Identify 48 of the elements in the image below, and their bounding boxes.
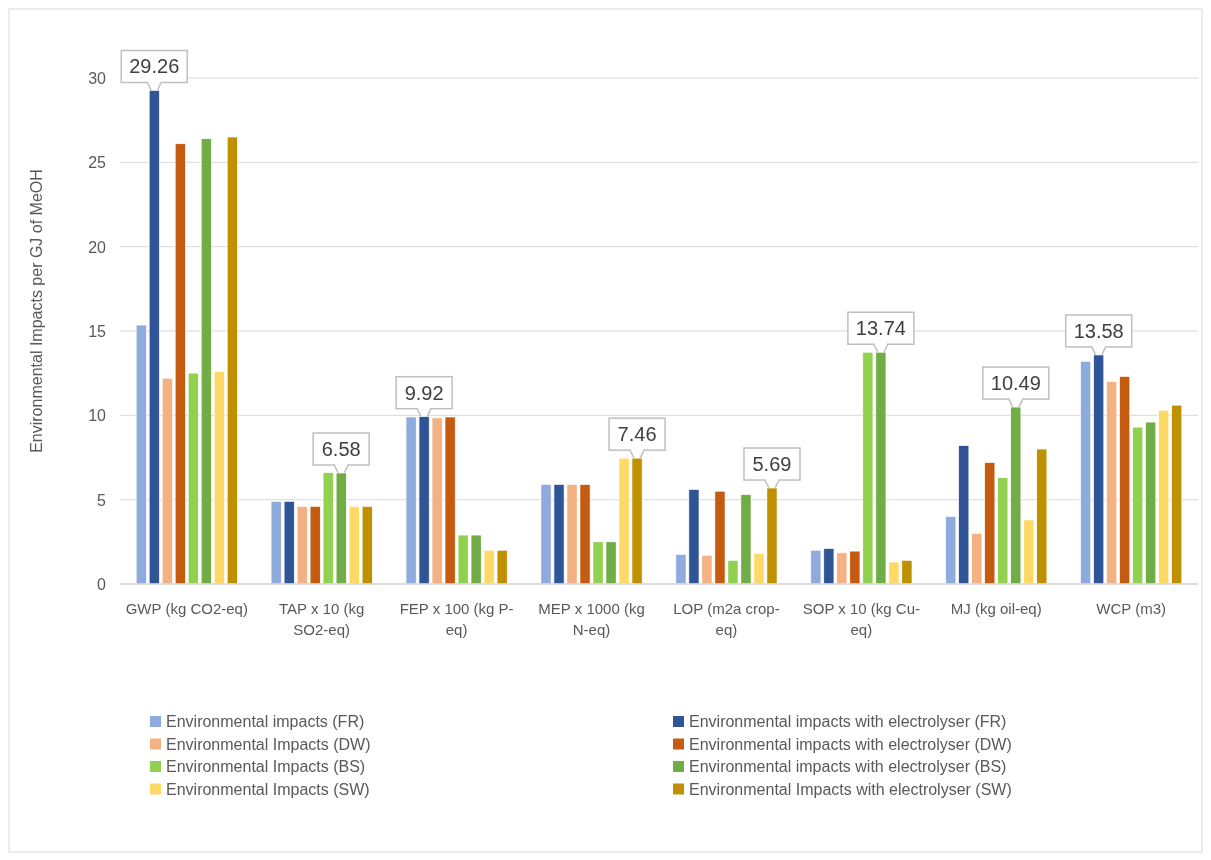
x-tick-label: FEP x 100 (kg P-eq) (399, 600, 514, 638)
x-tick-label: WCP (m3) (1096, 600, 1167, 617)
legend-label: Environmental impacts with electrolyser (DW) (689, 735, 1012, 753)
legend-label: Environmental Impacts with electrolyser (SW) (689, 780, 1012, 798)
bar (1145, 421, 1157, 585)
y-tick-label: 5 (97, 491, 107, 509)
y-tick-label: 15 (88, 323, 107, 340)
y-axis-title: Environmental Impacts per GJ of MeOH (28, 169, 45, 453)
legend-label: Environmental impacts with electrolyser (FR) (689, 713, 1007, 730)
text: 29.26 (129, 55, 180, 78)
bar (1080, 361, 1092, 585)
annotation: 10.49 (990, 372, 1041, 395)
bar (200, 138, 212, 585)
bar (226, 136, 238, 585)
x-tick-label: TAP x 10 (kg SO2-eq) (279, 600, 365, 638)
annotation: 7.46 (617, 423, 657, 446)
x-tick-label: LOP (m2a crop-eq) (673, 600, 780, 638)
x-tick-label: MJ (kg oil-eq) (950, 600, 1042, 617)
legend-label: Environmental Impacts (DW) (166, 735, 371, 753)
annotation: 5.69 (752, 453, 792, 476)
bar (161, 377, 173, 585)
x-tick-label: SOP x 10 (kg Cu-eq) (802, 600, 921, 638)
annotation: 9.92 (404, 381, 444, 404)
legend-label: Environmental impacts (FR) (166, 713, 365, 730)
bar (213, 371, 225, 585)
legend-label: Environmental Impacts (SW) (166, 780, 370, 798)
x-tick-label: GWP (kg CO2-eq) (125, 600, 248, 617)
bar (1132, 426, 1144, 585)
annotation: 13.74 (855, 317, 906, 340)
bar (361, 506, 373, 585)
bar (945, 516, 957, 585)
y-tick-label: 25 (88, 154, 107, 172)
y-tick-label: 0 (97, 576, 107, 593)
bar (135, 324, 147, 585)
bar (187, 372, 199, 585)
bar (1171, 404, 1183, 585)
bar (1106, 381, 1118, 585)
y-tick-label: 10 (88, 407, 107, 425)
x-tick-label: MEP x 1000 (kg N-eq) (538, 600, 645, 638)
legend-label: Environmental Impacts (BS) (166, 758, 366, 775)
y-tick-label: 30 (88, 70, 107, 87)
bar (1158, 409, 1170, 585)
annotation: 13.58 (1073, 319, 1124, 342)
annotation: 6.58 (321, 438, 361, 461)
y-tick-label: 20 (88, 238, 107, 256)
bar (1119, 376, 1131, 585)
bar (174, 143, 186, 585)
legend-label: Environmental impacts with electrolyser (BS) (689, 758, 1007, 775)
